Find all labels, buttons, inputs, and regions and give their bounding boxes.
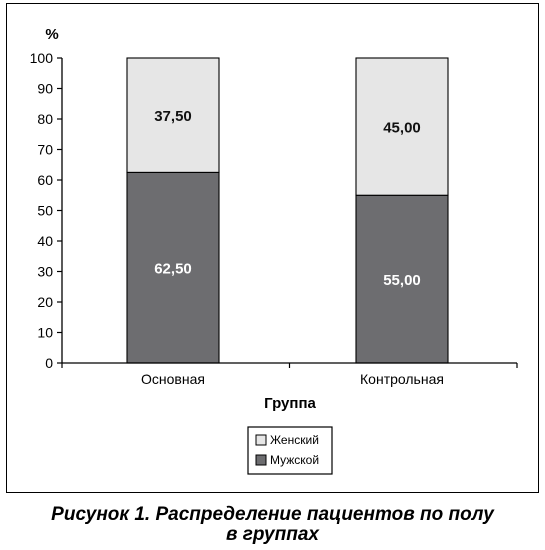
data-label: 37,50 bbox=[154, 108, 192, 125]
stacked-bar-chart: % 0 10 20 30 40 50 60 70 80 90 100 62,50 37,50 55,00… bbox=[30, 26, 518, 475]
y-tick-label: 0 bbox=[45, 355, 53, 371]
x-axis: Основная Контрольная bbox=[61, 362, 518, 387]
y-tick-label: 50 bbox=[37, 203, 53, 219]
data-label: 62,50 bbox=[154, 261, 192, 278]
y-tick-label: 80 bbox=[37, 111, 53, 127]
y-tick-label: 40 bbox=[37, 233, 53, 249]
x-tick-label: Основная bbox=[141, 371, 205, 387]
legend-label: Женский bbox=[270, 433, 319, 447]
legend-swatch bbox=[255, 454, 267, 466]
x-axis-title: Группа bbox=[264, 395, 316, 412]
figure-caption: Рисунок 1. Распределение пациентов по по… bbox=[0, 505, 545, 545]
legend-swatch bbox=[255, 434, 267, 446]
y-tick-label: 60 bbox=[37, 172, 53, 188]
y-tick-label: 10 bbox=[37, 325, 53, 341]
y-tick-label: 100 bbox=[30, 50, 54, 66]
y-unit-label: % bbox=[45, 26, 58, 43]
legend: Женский Мужской bbox=[247, 426, 333, 475]
caption-line-1: Рисунок 1. Распределение пациентов по по… bbox=[51, 504, 494, 525]
legend-label: Мужской bbox=[270, 453, 319, 467]
chart-frame bbox=[6, 3, 539, 493]
x-tick-label: Контрольная bbox=[360, 371, 444, 387]
y-tick-label: 90 bbox=[37, 81, 53, 97]
caption-line-2: в группах bbox=[226, 524, 319, 545]
y-tick-label: 20 bbox=[37, 294, 53, 310]
bar-segment-female bbox=[355, 57, 449, 196]
bars: 62,50 37,50 55,00 45,00 bbox=[126, 57, 449, 364]
y-axis: 0 10 20 30 40 50 60 70 80 90 100 bbox=[30, 50, 63, 371]
y-tick-label: 30 bbox=[37, 264, 53, 280]
data-label: 45,00 bbox=[383, 120, 421, 137]
y-tick-label: 70 bbox=[37, 142, 53, 158]
data-label: 55,00 bbox=[383, 272, 421, 289]
bar-segment-female bbox=[126, 57, 220, 173]
